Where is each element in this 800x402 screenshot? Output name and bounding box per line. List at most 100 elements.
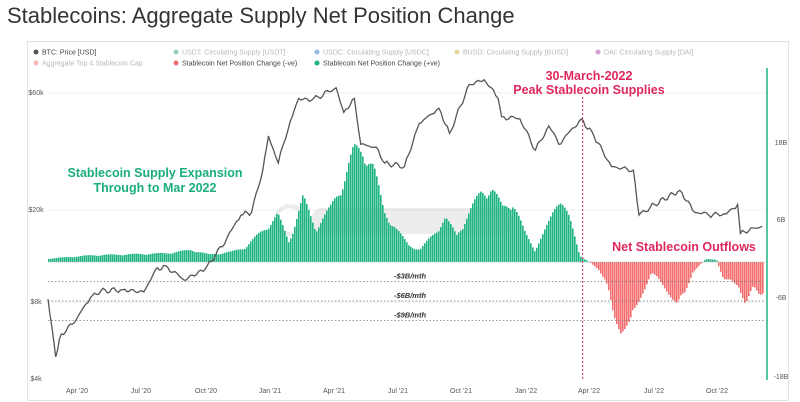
net-position-bar — [742, 262, 744, 299]
net-position-bar — [660, 262, 662, 282]
legend-swatch — [454, 49, 460, 55]
net-position-bar — [240, 249, 242, 262]
legend-swatch — [33, 60, 39, 66]
net-position-bar — [694, 262, 696, 271]
net-position-bar — [90, 255, 92, 262]
net-position-bar — [640, 262, 642, 298]
net-position-bar — [86, 255, 88, 262]
net-position-bar — [178, 251, 180, 262]
net-position-bar — [230, 251, 232, 262]
net-position-bar — [104, 254, 106, 262]
net-position-bar — [460, 230, 462, 262]
net-position-bar — [192, 251, 194, 262]
net-position-bar — [434, 233, 436, 262]
net-position-bar — [422, 246, 424, 262]
net-position-bar — [644, 262, 646, 290]
net-position-bar — [672, 262, 674, 300]
net-position-bar — [72, 257, 74, 262]
x-tick-label: Jul '20 — [131, 388, 151, 395]
x-tick-label: Jan '22 — [515, 388, 537, 395]
net-position-bar — [664, 262, 666, 289]
net-position-bar — [374, 168, 376, 262]
net-position-bar — [302, 195, 304, 262]
net-position-bar — [82, 255, 84, 262]
net-position-bar — [440, 227, 442, 262]
expansion-annotation-line1: Stablecoin Supply Expansion — [67, 166, 242, 180]
net-position-bar — [750, 262, 752, 291]
net-position-bar — [170, 253, 172, 262]
annotations: Stablecoin Supply Expansion Through to M… — [67, 69, 755, 254]
net-position-bar — [288, 242, 290, 262]
net-position-bar — [454, 231, 456, 262]
threshold-label: -$6B/mth — [394, 291, 427, 300]
net-position-bar — [166, 253, 168, 262]
net-position-bar — [138, 253, 140, 262]
net-position-bar — [692, 262, 694, 273]
net-position-bar — [162, 253, 164, 262]
net-position-bar — [488, 195, 490, 262]
net-position-bar — [354, 144, 356, 262]
legend-label: USDT: Circulating Supply [USDT] — [182, 50, 286, 57]
net-position-bar — [442, 222, 444, 262]
net-position-bar — [238, 249, 240, 262]
net-position-bar — [712, 259, 714, 262]
net-position-bar — [708, 259, 710, 262]
net-position-bar — [726, 262, 728, 280]
net-position-bar — [228, 251, 230, 262]
net-position-bar — [172, 253, 174, 262]
net-position-bar — [536, 247, 538, 262]
net-position-bar — [198, 252, 200, 262]
net-position-bar — [100, 255, 102, 262]
net-position-bar — [548, 220, 550, 262]
net-position-bar — [734, 262, 736, 284]
net-position-bar — [608, 262, 610, 291]
net-position-bar — [582, 258, 584, 262]
net-position-bar — [168, 253, 170, 262]
net-position-bar — [188, 250, 190, 262]
net-position-bar — [510, 209, 512, 262]
net-position-bar — [632, 262, 634, 311]
peak-annotation-line1: 30-March-2022 — [546, 69, 633, 83]
net-position-bar — [642, 262, 644, 294]
net-position-bar — [390, 225, 392, 262]
net-position-bar — [322, 218, 324, 262]
net-position-bar — [552, 212, 554, 262]
net-position-bar — [58, 257, 60, 262]
chart-panel — [27, 41, 789, 401]
net-position-bar — [498, 197, 500, 262]
net-position-bar — [468, 213, 470, 262]
net-position-bar — [146, 254, 148, 262]
net-position-bar — [88, 255, 90, 262]
net-position-bar — [372, 164, 374, 262]
net-position-bar — [78, 256, 80, 262]
net-position-bar — [74, 257, 76, 262]
net-position-bar — [470, 208, 472, 262]
right-axis: 18B 6B -6B -18B — [766, 68, 789, 381]
net-position-bar — [300, 203, 302, 262]
net-position-bar — [92, 255, 94, 262]
net-position-bar — [398, 231, 400, 262]
net-position-bar — [200, 252, 202, 262]
net-position-bar — [384, 213, 386, 262]
net-position-bar — [256, 234, 258, 262]
net-position-bar — [508, 208, 510, 262]
net-position-bar — [610, 262, 612, 300]
net-position-bar — [308, 209, 310, 262]
net-position-bar — [722, 262, 724, 278]
net-position-bar — [94, 255, 96, 262]
legend-swatch — [314, 60, 320, 66]
net-position-bar — [622, 262, 624, 332]
net-position-bar — [272, 221, 274, 262]
net-position-bar — [714, 259, 716, 262]
net-position-bar — [538, 243, 540, 262]
net-position-bar — [732, 262, 734, 282]
net-position-bar — [116, 254, 118, 262]
net-position-bar — [464, 224, 466, 262]
net-position-bar — [626, 262, 628, 326]
legend-swatch — [173, 60, 179, 66]
net-position-bar — [242, 249, 244, 262]
net-position-bar — [320, 223, 322, 262]
net-position-bar — [678, 262, 680, 300]
y-left-tick-label: $20k — [28, 207, 44, 214]
net-position-bar — [366, 165, 368, 262]
